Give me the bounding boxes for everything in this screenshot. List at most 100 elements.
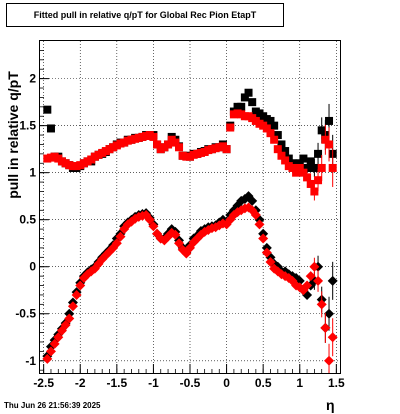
x-tick-label: -2 xyxy=(75,376,86,390)
y-tick-label: -1 xyxy=(25,354,36,368)
x-tick-label: -0.5 xyxy=(180,376,201,390)
y-tick-label: 1 xyxy=(29,166,36,180)
data-point-square xyxy=(292,168,301,177)
data-point-diamond xyxy=(42,353,53,364)
data-markers xyxy=(42,88,338,373)
data-point-square xyxy=(299,154,308,163)
data-point-square xyxy=(46,124,55,133)
data-point-diamond xyxy=(309,261,320,272)
data-point-square xyxy=(244,88,253,97)
data-point-diamond xyxy=(324,355,335,366)
data-point-square xyxy=(314,176,323,185)
data-point-square xyxy=(325,116,334,125)
data-point-diamond xyxy=(115,231,126,242)
data-point-diamond xyxy=(67,301,78,312)
data-point-square xyxy=(226,123,235,132)
data-point-diamond xyxy=(313,275,324,286)
tick-labels: -2.5 -2 -1.5 -1 -0.5 0 0.5 1 1.5 -1 -0.5 0 0.5 1 1.5 2 xyxy=(15,72,345,390)
data-point-diamond xyxy=(327,332,338,343)
data-point-square xyxy=(277,151,286,160)
data-point-square xyxy=(171,138,180,147)
data-point-square xyxy=(328,163,337,172)
data-point-diamond xyxy=(64,313,75,324)
axis-ticks xyxy=(40,50,337,373)
data-point-diamond xyxy=(247,195,258,206)
data-point-square xyxy=(303,163,312,172)
data-point-diamond xyxy=(302,280,313,291)
data-point-diamond xyxy=(324,308,335,319)
data-point-diamond xyxy=(305,271,316,282)
data-point-square xyxy=(306,157,315,166)
data-point-diamond xyxy=(53,332,64,343)
data-point-diamond xyxy=(265,257,276,268)
data-point-diamond xyxy=(111,238,122,249)
data-point-square xyxy=(266,129,275,138)
y-axis-label: pull in relative q/pT xyxy=(5,71,21,199)
y-tick-label: 2 xyxy=(29,72,36,86)
x-tick-label: 1.5 xyxy=(328,376,345,390)
data-point-square xyxy=(281,156,290,165)
date-stamp: Thu Jun 26 21:56:39 2025 xyxy=(4,401,101,410)
data-point-square xyxy=(153,140,162,149)
data-point-square xyxy=(306,179,315,188)
grid-lines xyxy=(40,41,340,373)
x-tick-label: -2.5 xyxy=(33,376,54,390)
data-point-square xyxy=(270,121,279,130)
data-point-square xyxy=(317,163,326,172)
data-point-diamond xyxy=(316,299,327,310)
data-point-square xyxy=(149,132,158,141)
data-point-diamond xyxy=(49,338,60,349)
y-tick-label: 1.5 xyxy=(19,119,36,133)
data-point-diamond xyxy=(254,219,265,230)
data-point-square xyxy=(317,126,326,135)
data-point-diamond xyxy=(170,229,181,240)
y-tick-label: 0 xyxy=(29,260,36,274)
data-point-diamond xyxy=(75,280,86,291)
data-point-square xyxy=(314,149,323,158)
data-point-diamond xyxy=(174,238,185,249)
data-point-square xyxy=(273,145,282,154)
data-point-square xyxy=(240,93,249,102)
data-point-square xyxy=(237,102,246,111)
data-point-square xyxy=(273,131,282,140)
data-point-square xyxy=(222,145,231,154)
data-point-square xyxy=(295,163,304,172)
data-point-diamond xyxy=(60,320,71,331)
data-point-square xyxy=(270,135,279,144)
data-point-square xyxy=(266,116,275,125)
data-point-square xyxy=(310,187,319,196)
data-point-square xyxy=(299,168,308,177)
data-point-square xyxy=(175,143,184,152)
data-point-square xyxy=(295,159,304,168)
x-tick-label: 0 xyxy=(223,376,230,390)
data-point-square xyxy=(281,147,290,156)
data-point-diamond xyxy=(320,322,331,333)
data-point-square xyxy=(43,105,52,114)
x-tick-label: 1 xyxy=(296,376,303,390)
data-point-diamond xyxy=(119,224,130,235)
data-point-square xyxy=(262,124,271,133)
data-point-diamond xyxy=(261,247,272,258)
x-tick-label: -1 xyxy=(148,376,159,390)
x-axis-label: η xyxy=(326,397,335,413)
y-tick-label: -0.5 xyxy=(15,307,36,321)
data-point-square xyxy=(325,140,334,149)
plot-frame xyxy=(39,40,341,374)
data-point-square xyxy=(288,163,297,172)
data-point-square xyxy=(310,163,319,172)
data-point-diamond xyxy=(327,275,338,286)
data-point-diamond xyxy=(144,214,155,225)
chart-title: Fitted pull in relative q/pT for Global … xyxy=(6,3,284,27)
data-point-diamond xyxy=(250,209,261,220)
data-point-square xyxy=(303,173,312,182)
data-point-square xyxy=(321,135,330,144)
data-point-diamond xyxy=(45,346,56,357)
data-point-square xyxy=(164,140,173,149)
x-tick-label: 0.5 xyxy=(255,376,272,390)
data-point-diamond xyxy=(258,233,269,244)
x-tick-label: -1.5 xyxy=(106,376,127,390)
y-tick-label: 0.5 xyxy=(19,213,36,227)
data-point-diamond xyxy=(148,221,159,232)
data-point-square xyxy=(277,140,286,149)
